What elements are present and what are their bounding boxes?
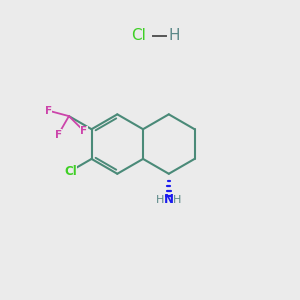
Text: H: H bbox=[168, 28, 179, 43]
Text: N: N bbox=[164, 193, 174, 206]
Text: F: F bbox=[80, 126, 88, 136]
Text: H: H bbox=[173, 195, 181, 205]
Text: Cl: Cl bbox=[64, 165, 77, 178]
Text: Cl: Cl bbox=[131, 28, 146, 43]
Text: F: F bbox=[55, 130, 62, 140]
Text: F: F bbox=[45, 106, 52, 116]
Text: H: H bbox=[156, 195, 165, 205]
